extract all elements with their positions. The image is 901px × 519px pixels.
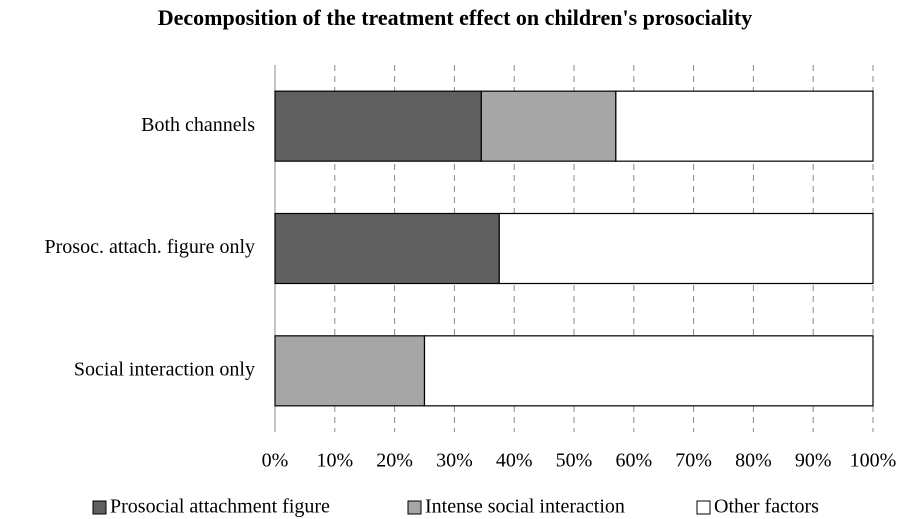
- x-tick-label: 90%: [795, 450, 832, 472]
- x-tick-label: 20%: [376, 450, 413, 472]
- legend-swatch: [407, 500, 422, 515]
- chart-title: Decomposition of the treatment effect on…: [158, 5, 753, 30]
- x-tick-label: 0%: [262, 450, 289, 472]
- bar-segment: [274, 335, 426, 407]
- bar-segment: [480, 90, 617, 162]
- bar-segment: [274, 90, 482, 162]
- y-tick-label: Both channels: [141, 114, 255, 136]
- legend-label: Intense social interaction: [425, 496, 625, 518]
- legend-swatch: [696, 500, 711, 515]
- x-tick-label: 100%: [850, 450, 897, 472]
- y-tick-label: Social interaction only: [74, 358, 255, 380]
- x-tick-label: 60%: [615, 450, 652, 472]
- bar-segment: [615, 90, 874, 162]
- x-tick-label: 70%: [675, 450, 712, 472]
- legend-label: Other factors: [714, 496, 819, 518]
- y-tick-label: Prosoc. attach. figure only: [45, 236, 256, 258]
- x-tick-label: 30%: [436, 450, 473, 472]
- x-tick-label: 50%: [556, 450, 593, 472]
- x-tick-label: 40%: [496, 450, 533, 472]
- x-tick-label: 10%: [316, 450, 353, 472]
- legend-label: Prosocial attachment figure: [110, 496, 330, 518]
- x-tick-label: 80%: [735, 450, 772, 472]
- bar-segment: [498, 212, 874, 285]
- bar-segment: [274, 212, 500, 285]
- bar-segment: [423, 335, 874, 407]
- legend-swatch: [92, 500, 107, 515]
